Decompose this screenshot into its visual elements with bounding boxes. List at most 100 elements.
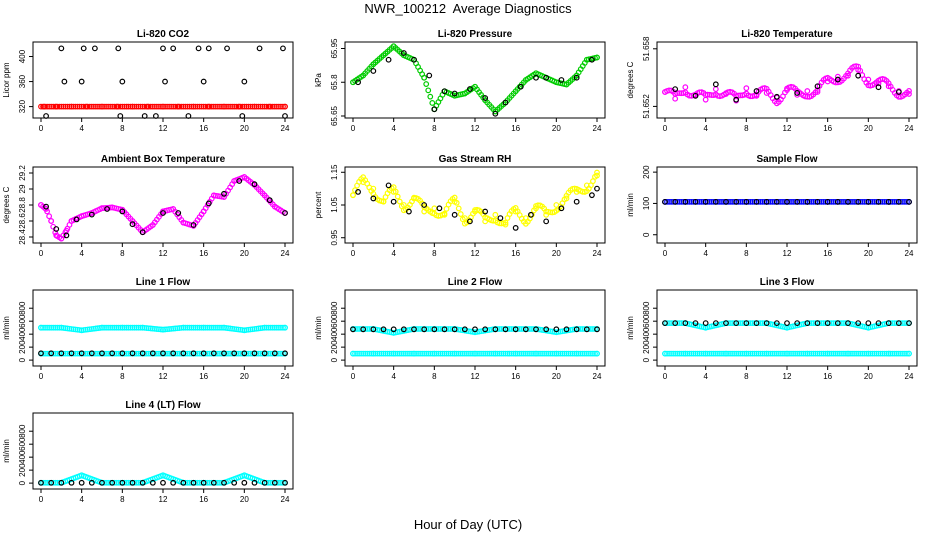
data-point (723, 91, 729, 97)
reference-point (400, 326, 407, 333)
x-tick-label: 0 (351, 124, 356, 133)
reference-point (200, 350, 207, 357)
data-point (573, 350, 580, 357)
data-point (682, 84, 689, 91)
data-point (427, 93, 434, 100)
reference-point (205, 45, 212, 52)
reference-point (563, 326, 570, 333)
data-point (370, 185, 377, 192)
data-point (702, 350, 709, 357)
reference-point (160, 350, 166, 357)
data-point (573, 189, 580, 195)
data-point (139, 324, 146, 331)
reference-point (210, 479, 217, 486)
reference-point (461, 326, 468, 333)
reference-point (180, 350, 187, 357)
data-point (360, 179, 367, 185)
y-tick-label: 600 (330, 314, 339, 328)
data-point (743, 85, 750, 92)
reference-point (139, 479, 146, 486)
x-tick-label: 12 (159, 372, 168, 381)
x-tick-label: 4 (79, 495, 84, 504)
reference-point (431, 106, 438, 113)
reference-point (390, 326, 397, 333)
data-point (129, 103, 136, 110)
data-point (834, 73, 841, 80)
reference-point (885, 198, 892, 205)
reference-point (400, 50, 407, 56)
data-point (502, 221, 509, 228)
reference-point (794, 90, 801, 96)
y-tick-label: 600 (18, 437, 27, 451)
reference-point (895, 320, 902, 327)
reference-point (589, 192, 595, 199)
reference-point (743, 320, 750, 327)
data-point (451, 198, 458, 205)
y-tick-label: 29.2 (18, 165, 27, 181)
reference-point (421, 202, 428, 208)
reference-point (180, 479, 187, 486)
y-tick-label: 800 (330, 301, 339, 315)
reference-point (68, 479, 75, 486)
y-tick-label: 51.658 (642, 36, 651, 61)
reference-point (733, 198, 740, 205)
reference-point (784, 320, 790, 327)
data-point (370, 61, 377, 68)
panel-title: Gas Stream RH (439, 154, 512, 165)
reference-point (682, 198, 689, 205)
y-tick-label: 0.95 (330, 229, 339, 245)
data-point (512, 208, 519, 215)
reference-point (467, 218, 473, 225)
data-point (451, 350, 458, 357)
y-axis-label: degrees C (2, 186, 11, 223)
reference-point (355, 189, 361, 195)
data-point (702, 96, 709, 103)
data-point (865, 76, 872, 83)
data-point (129, 218, 136, 224)
data-point (280, 103, 286, 110)
data-point (904, 198, 910, 205)
x-tick-label: 20 (552, 249, 561, 258)
y-tick-label: 600 (18, 314, 27, 328)
data-point (763, 350, 770, 357)
reference-point (385, 56, 392, 63)
reference-point (109, 350, 116, 357)
x-tick-label: 16 (199, 372, 208, 381)
x-tick-label: 16 (199, 124, 208, 133)
reference-point (589, 56, 595, 63)
reference-point (200, 78, 207, 85)
data-point (68, 218, 75, 224)
y-tick-label: 65.95 (330, 38, 339, 59)
reference-point (80, 45, 87, 52)
reference-point (99, 479, 105, 486)
x-tick-label: 16 (199, 249, 208, 258)
data-point (712, 86, 719, 93)
reference-point (553, 326, 560, 333)
data-point (411, 195, 417, 202)
reference-point (804, 320, 811, 327)
data-point (472, 208, 478, 215)
data-point (573, 72, 580, 79)
reference-point (472, 326, 478, 333)
reference-point (266, 197, 273, 204)
data-point (394, 193, 401, 200)
x-tick-label: 20 (240, 372, 249, 381)
x-tick-label: 4 (391, 249, 396, 258)
y-axis-label: ml/min (314, 316, 323, 340)
y-tick-label: 400 (18, 327, 27, 341)
data-point (350, 192, 356, 199)
data-point (83, 103, 90, 110)
data-point (200, 324, 207, 331)
reference-point (282, 210, 288, 216)
reference-point (236, 178, 243, 184)
data-point (160, 472, 166, 479)
reference-point (261, 350, 268, 357)
x-tick-label: 16 (511, 249, 520, 258)
reference-point (149, 479, 156, 486)
reference-point (662, 320, 668, 327)
data-point (522, 77, 529, 83)
data-point (455, 205, 462, 212)
data-point (266, 103, 273, 110)
x-tick-label: 12 (783, 372, 792, 381)
panel-title: Sample Flow (756, 154, 817, 165)
